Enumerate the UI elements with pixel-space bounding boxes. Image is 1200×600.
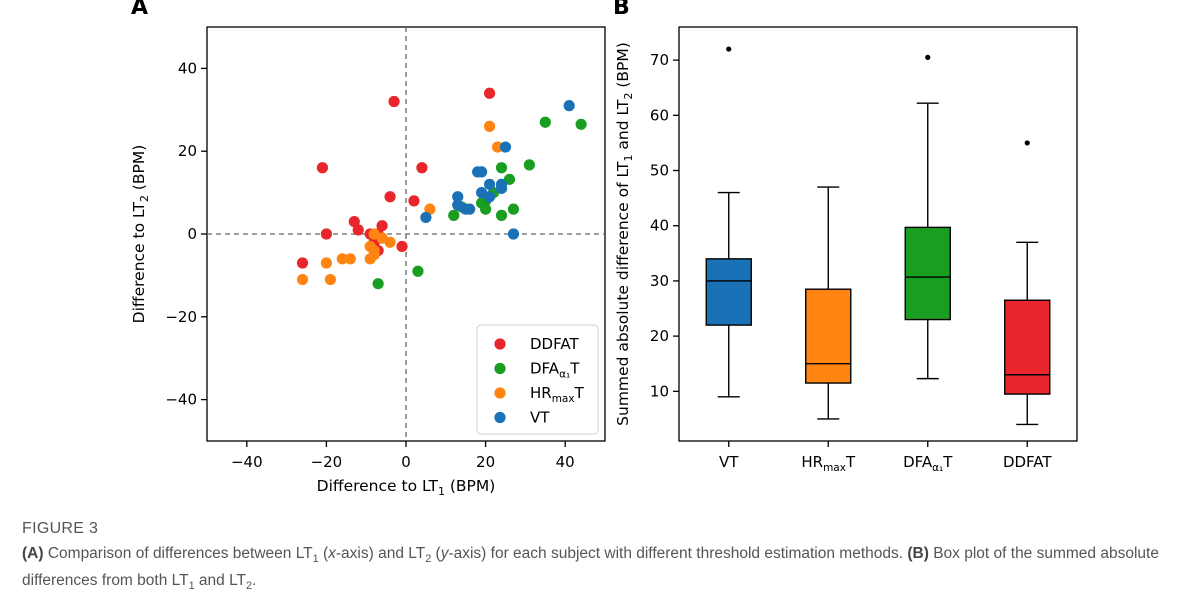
scatter-panel: −40 −20 0 20 40 −40 −20 0 20 40 Difference to LT… xyxy=(130,26,606,498)
scatter-point-ddfat xyxy=(316,162,329,174)
box-y-tick-label: 30 xyxy=(650,272,669,290)
scatter-point-vt xyxy=(483,178,496,190)
y-tick-label: 0 xyxy=(187,225,197,243)
scatter-point-hrmaxt xyxy=(384,236,396,248)
legend-marker-vt xyxy=(494,411,506,424)
x-tick-label: 0 xyxy=(401,453,411,471)
scatter-point-vt xyxy=(483,191,496,203)
scatter-x-axis-label: Difference to LT1 (BPM) xyxy=(317,477,496,498)
scatter-point-dfa xyxy=(480,203,492,215)
y-tick-label: 40 xyxy=(178,59,197,77)
legend-marker-hrmaxt xyxy=(494,387,506,399)
box-ddfat xyxy=(1004,299,1051,395)
box-x-label-vt: VT xyxy=(719,453,739,471)
figure-caption: (A) Comparison of differences between LT… xyxy=(22,545,1159,593)
scatter-point-ddfat xyxy=(296,257,309,269)
scatter-point-dfa xyxy=(523,159,535,171)
scatter-point-hrmaxt xyxy=(336,253,348,265)
legend-label-vt: VT xyxy=(530,409,550,427)
scatter-point-dfa xyxy=(448,209,460,221)
scatter-point-vt xyxy=(495,182,508,195)
panel-b-letter: B xyxy=(613,0,630,20)
box-y-tick-label: 40 xyxy=(650,217,669,235)
scatter-point-dfa xyxy=(412,265,424,277)
scatter-point-hrmaxt xyxy=(424,203,436,215)
outlier-point-ddfat xyxy=(1024,140,1030,146)
box-y-tick-label: 70 xyxy=(650,51,669,69)
scatter-point-vt xyxy=(464,203,476,215)
scatter-point-ddfat xyxy=(348,215,360,228)
y-tick-label: 20 xyxy=(178,142,197,160)
boxplot-boxes xyxy=(705,46,1051,426)
scatter-point-hrmaxt xyxy=(296,273,309,286)
panel-a-letter: A xyxy=(131,0,148,20)
box-y-tick-label: 10 xyxy=(650,382,669,400)
scatter-point-vt xyxy=(420,211,432,224)
scatter-point-hrmaxt xyxy=(491,141,504,153)
scatter-point-hrmaxt xyxy=(320,257,332,269)
scatter-point-ddfat xyxy=(483,87,496,99)
box-x-label-ddfat: DDFAT xyxy=(1003,453,1052,471)
legend-marker-dfa xyxy=(494,362,506,375)
legend-label-dfa: DFAα₁T xyxy=(530,360,580,381)
scatter-point-ddfat xyxy=(416,162,428,174)
scatter-point-ddfat xyxy=(396,240,408,253)
boxplot-x-labels: VT HRmaxT DFAα₁T DDFAT xyxy=(719,441,1052,474)
box-y-tick-label: 60 xyxy=(650,106,669,124)
x-tick-label: 40 xyxy=(556,453,575,471)
scatter-point-ddfat xyxy=(408,195,420,207)
scatter-point-ddfat xyxy=(388,95,400,108)
scatter-point-dfa xyxy=(372,278,384,290)
figure-label: FIGURE 3 xyxy=(22,520,99,537)
scatter-point-vt xyxy=(507,228,520,240)
scatter-point-dfa xyxy=(495,162,508,174)
legend-label-hrmaxt: HRmaxT xyxy=(530,384,585,405)
legend-label-ddfat: DDFAT xyxy=(530,335,579,353)
scatter-point-ddfat xyxy=(384,191,396,203)
scatter-point-ddfat xyxy=(376,220,388,232)
y-tick-label: −20 xyxy=(165,308,197,326)
outlier-point-dfa xyxy=(925,54,931,60)
x-tick-label: 20 xyxy=(476,453,495,471)
boxplot-y-axis-label: Summed absolute difference of LT1 and LT… xyxy=(614,42,635,426)
legend-frame xyxy=(476,324,599,435)
scatter-point-hrmaxt xyxy=(344,253,356,265)
scatter-points xyxy=(296,87,587,290)
scatter-legend: DDFAT DFAα₁T HRmaxT VT xyxy=(476,324,599,435)
scatter-point-vt xyxy=(476,166,488,178)
scatter-point-vt xyxy=(452,191,464,203)
box-y-tick-label: 20 xyxy=(650,327,669,345)
y-tick-label: −40 xyxy=(165,391,197,409)
scatter-point-hrmaxt xyxy=(483,120,496,132)
scatter-point-ddfat xyxy=(352,224,364,236)
box-x-label-hrmaxt: HRmaxT xyxy=(801,453,856,474)
box-y-tick-label: 50 xyxy=(650,162,669,180)
scatter-point-hrmaxt xyxy=(364,253,376,265)
legend-items: DDFAT DFAα₁T HRmaxT VT xyxy=(494,335,585,427)
scatter-y-ticks: −40 −20 0 20 40 xyxy=(165,59,207,409)
legend-marker-ddfat xyxy=(494,338,506,350)
box-dfa xyxy=(904,226,951,321)
boxplot-frame xyxy=(678,26,1078,442)
scatter-point-dfa xyxy=(507,203,520,215)
scatter-point-ddfat xyxy=(320,228,332,240)
scatter-point-vt xyxy=(499,141,512,153)
box-hrmaxt xyxy=(805,288,852,384)
scatter-y-axis-label: Difference to LT2 (BPM) xyxy=(130,145,151,324)
box-x-label-dfa: DFAα₁T xyxy=(903,453,953,474)
scatter-point-dfa xyxy=(575,118,587,130)
x-tick-label: −20 xyxy=(311,453,343,471)
x-tick-label: −40 xyxy=(231,453,263,471)
box-vt xyxy=(705,258,752,326)
scatter-point-dfa xyxy=(539,116,551,128)
scatter-point-hrmaxt xyxy=(324,273,336,286)
scatter-point-dfa xyxy=(495,209,508,221)
boxplot-y-ticks: 10 20 30 40 50 60 70 xyxy=(650,51,679,400)
outlier-point-vt xyxy=(726,46,732,52)
boxplot-panel: 10 20 30 40 50 60 70 VT HRmaxT DFAα₁T DDFAT Summe… xyxy=(614,26,1078,474)
figure-canvas: A B −40 −20 0 20 40 −40 −20 0 20 40 Difference t… xyxy=(130,0,1078,498)
scatter-point-vt xyxy=(563,100,575,112)
scatter-x-ticks: −40 −20 0 20 40 xyxy=(231,441,575,471)
